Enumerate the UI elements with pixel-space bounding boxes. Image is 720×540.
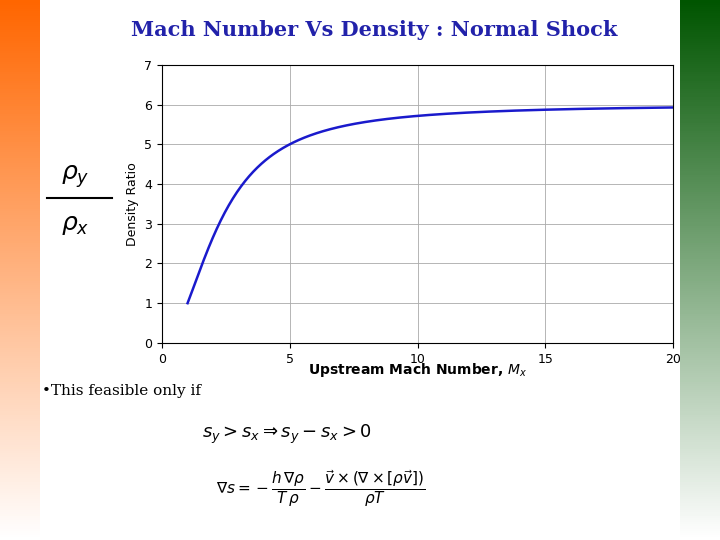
Y-axis label: Density Ratio: Density Ratio [126,162,139,246]
Text: $\rho_x$: $\rho_x$ [61,213,90,238]
Text: •This feasible only if: •This feasible only if [42,384,201,399]
Text: Mach Number Vs Density : Normal Shock: Mach Number Vs Density : Normal Shock [131,19,618,40]
Text: $\nabla s = -\dfrac{h\,\nabla\rho}{T\,\rho} - \dfrac{\vec{v}\times(\nabla\times[: $\nabla s = -\dfrac{h\,\nabla\rho}{T\,\r… [216,468,426,509]
Text: $s_y > s_x \Rightarrow s_y - s_x > 0$: $s_y > s_x \Rightarrow s_y - s_x > 0$ [202,423,372,446]
Text: $\rho_y$: $\rho_y$ [61,164,90,190]
Text: Upstream Mach Number, $M_x$: Upstream Mach Number, $M_x$ [308,361,527,379]
